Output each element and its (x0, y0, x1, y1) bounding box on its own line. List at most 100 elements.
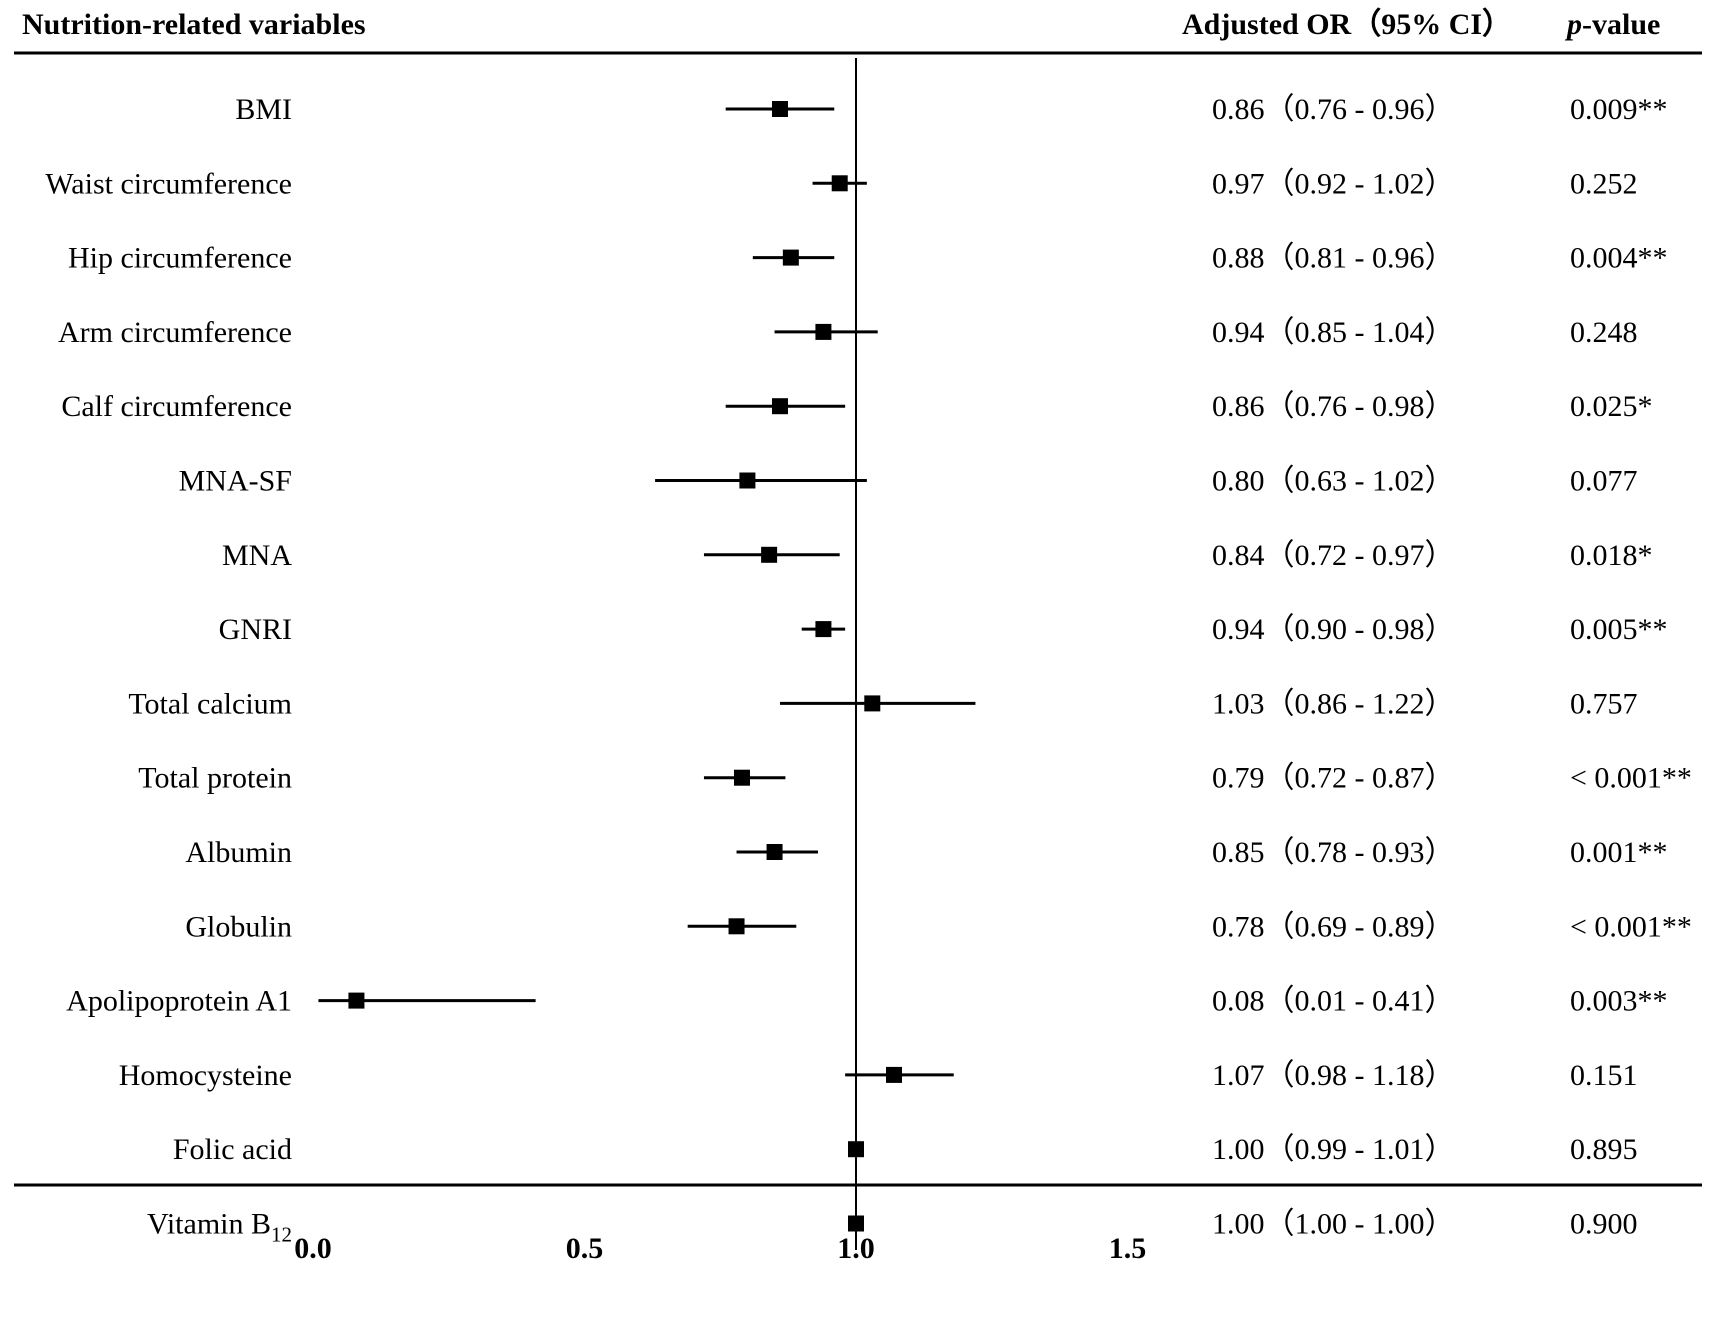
p-value: 0.252 (1570, 167, 1638, 200)
row-label-text: Waist circumference (45, 167, 292, 200)
or-ci-value: 0.78（0.69 - 0.89） (1212, 910, 1455, 943)
forest-row: GNRI 0.94（0.90 - 0.98） 0.005** (219, 613, 1668, 646)
row-label: Albumin (185, 836, 292, 869)
p-value: 0.900 (1570, 1208, 1638, 1241)
p-value: 0.001** (1570, 836, 1668, 869)
forest-row: Arm circumference 0.94（0.85 - 1.04） 0.248 (58, 316, 1638, 349)
or-ci-value: 1.03（0.86 - 1.22） (1212, 687, 1455, 720)
row-label: Hip circumference (68, 242, 292, 275)
p-value: 0.151 (1570, 1059, 1638, 1092)
row-label: MNA (222, 539, 292, 572)
p-value: 0.004** (1570, 242, 1668, 275)
forest-row: Hip circumference 0.88（0.81 - 0.96） 0.004*… (68, 242, 1668, 275)
or-ci-value: 0.88（0.81 - 0.96） (1212, 242, 1455, 275)
row-label-text: Folic acid (173, 1133, 292, 1166)
header-p-italic: p (1564, 8, 1582, 41)
row-label-text: Total protein (138, 762, 292, 795)
forest-row: Calf circumference 0.86（0.76 - 0.98） 0.025… (61, 390, 1652, 423)
forest-row: Waist circumference 0.97（0.92 - 1.02） 0.25… (45, 167, 1637, 200)
or-ci-value: 0.94（0.85 - 1.04） (1212, 316, 1455, 349)
p-value: 0.895 (1570, 1133, 1638, 1166)
header-row: Nutrition-related variables Adjusted OR（… (22, 7, 1660, 41)
point-estimate (815, 621, 832, 638)
row-label: Waist circumference (45, 167, 292, 200)
forest-row: Vitamin B12 1.00（1.00 - 1.00） 0.900 (147, 1208, 1638, 1247)
or-ci-value: 0.84（0.72 - 0.97） (1212, 539, 1455, 572)
header-p-value: p-value (1564, 8, 1660, 41)
or-ci-value: 0.86（0.76 - 0.96） (1212, 93, 1455, 126)
row-label-text: BMI (235, 93, 292, 126)
row-label-text: Total calcium (128, 687, 292, 720)
point-estimate (766, 844, 783, 860)
forest-row: Apolipoprotein A1 0.08（0.01 - 0.41） 0.003*… (66, 985, 1667, 1018)
forest-row: MNA 0.84（0.72 - 0.97） 0.018* (222, 539, 1653, 572)
p-value: 0.009** (1570, 93, 1668, 126)
row-label-text: GNRI (219, 613, 292, 646)
row-label: Vitamin B12 (147, 1208, 292, 1247)
point-estimate (815, 323, 832, 340)
or-ci-value: 0.94（0.90 - 0.98） (1212, 613, 1455, 646)
point-estimate (728, 918, 745, 935)
row-label-text: Albumin (185, 836, 292, 869)
x-tick-label: 0.5 (566, 1232, 604, 1265)
forest-row: Albumin 0.85（0.78 - 0.93） 0.001** (185, 836, 1667, 869)
x-tick-label: 1.0 (837, 1232, 875, 1265)
row-label-text: Homocysteine (119, 1059, 292, 1092)
header-p-rest: -value (1582, 8, 1660, 41)
x-tick-label: 1.5 (1109, 1232, 1147, 1265)
or-ci-value: 1.07（0.98 - 1.18） (1212, 1059, 1455, 1092)
point-estimate (761, 546, 778, 563)
header-or-ci: Adjusted OR（95% CI） (1182, 7, 1512, 41)
row-label: Folic acid (173, 1133, 292, 1166)
point-estimate (771, 398, 788, 415)
row-label-subscript: 12 (271, 1223, 292, 1247)
point-estimate (848, 1141, 864, 1158)
forest-row: Homocysteine 1.07（0.98 - 1.18） 0.151 (119, 1059, 1638, 1092)
or-ci-value: 1.00（0.99 - 1.01） (1212, 1133, 1455, 1166)
row-label: Total calcium (128, 687, 292, 720)
or-ci-value: 0.79（0.72 - 0.87） (1212, 762, 1455, 795)
forest-row: Folic acid 1.00（0.99 - 1.01） 0.895 (173, 1133, 1638, 1166)
or-ci-value: 0.97（0.92 - 1.02） (1212, 167, 1455, 200)
row-label-text: Arm circumference (58, 316, 292, 349)
row-label: BMI (235, 93, 292, 126)
p-value: < 0.001** (1570, 762, 1692, 795)
p-value: 0.018* (1570, 539, 1653, 572)
row-label-text: Apolipoprotein A1 (66, 985, 292, 1018)
row-label: Homocysteine (119, 1059, 292, 1092)
row-label-text: Hip circumference (68, 242, 292, 275)
row-label: Globulin (185, 910, 292, 943)
or-ci-value: 0.08（0.01 - 0.41） (1212, 985, 1455, 1018)
row-label: Arm circumference (58, 316, 292, 349)
p-value: 0.077 (1570, 465, 1638, 498)
point-estimate (886, 1066, 903, 1083)
point-estimate (782, 249, 799, 266)
forest-row: Globulin 0.78（0.69 - 0.89） < 0.001** (185, 910, 1692, 943)
x-axis-ticks: 0.0 0.5 1.0 1.5 (294, 1232, 1146, 1265)
row-label: MNA-SF (179, 465, 292, 498)
row-label-text: Globulin (185, 910, 292, 943)
x-tick-label: 0.0 (294, 1232, 332, 1265)
rows: BMI 0.86（0.76 - 0.96） 0.009** Waist circumf… (45, 93, 1692, 1247)
p-value: 0.757 (1570, 687, 1638, 720)
row-label: Calf circumference (61, 390, 292, 423)
row-label: Apolipoprotein A1 (66, 985, 292, 1018)
row-label-text: Vitamin B (147, 1208, 271, 1241)
point-estimate (771, 101, 788, 117)
p-value: 0.248 (1570, 316, 1638, 349)
forest-row: BMI 0.86（0.76 - 0.96） 0.009** (235, 93, 1667, 126)
point-estimate (831, 175, 848, 192)
forest-row: MNA-SF 0.80（0.63 - 1.02） 0.077 (179, 465, 1638, 498)
p-value: < 0.001** (1570, 910, 1692, 943)
p-value: 0.003** (1570, 985, 1668, 1018)
p-value: 0.005** (1570, 613, 1668, 646)
row-label-text: Calf circumference (61, 390, 292, 423)
row-label-text: MNA (222, 539, 292, 572)
point-estimate (848, 1215, 864, 1232)
forest-row: Total protein 0.79（0.72 - 0.87） < 0.001** (138, 762, 1692, 795)
header-variables: Nutrition-related variables (22, 8, 366, 41)
row-label: GNRI (219, 613, 292, 646)
or-ci-value: 1.00（1.00 - 1.00） (1212, 1208, 1455, 1241)
point-estimate (864, 695, 881, 712)
